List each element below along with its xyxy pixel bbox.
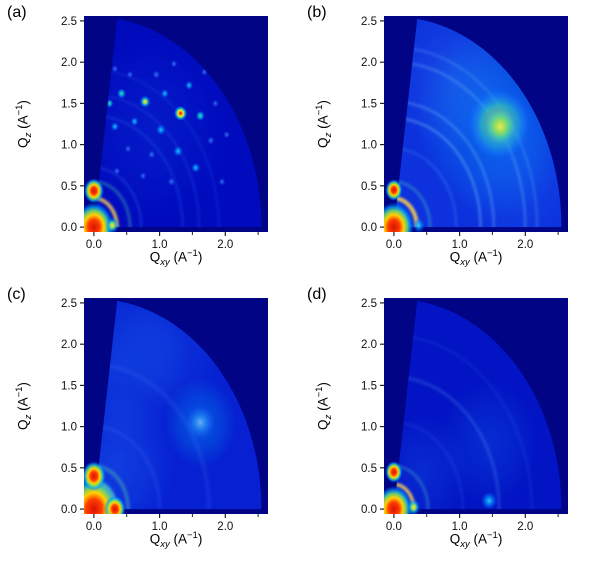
svg-text:2.0: 2.0 [217, 239, 233, 251]
x-axis-unit-close: ) [197, 531, 203, 547]
heatmap-plot-a: 0.0 1.0 2.0 0.0 0.5 1.0 1.5 2.0 2.5 [61, 16, 268, 251]
y-axis-unit: (A [15, 115, 31, 129]
y-axis-symbol: Q [315, 137, 331, 148]
svg-text:1.0: 1.0 [152, 239, 168, 251]
svg-text:1.0: 1.0 [361, 140, 377, 152]
svg-text:2.0: 2.0 [361, 57, 377, 69]
panel-label-b: (b) [307, 4, 327, 21]
x-axis-symbol: Q [149, 531, 161, 547]
x-axis-symbol: Q [449, 531, 461, 547]
y-axis-label-a: Qz (A−1) [14, 100, 34, 148]
svg-text:2.5: 2.5 [61, 298, 77, 310]
x-axis-unit-exponent: −1 [486, 248, 498, 259]
svg-text:2.0: 2.0 [517, 521, 533, 533]
svg-text:0.5: 0.5 [361, 463, 377, 475]
x-axis-subscript: xy [460, 257, 470, 269]
heatmap-plot-c: 0.0 1.0 2.0 0.0 0.5 1.0 1.5 2.0 2.5 [61, 298, 268, 533]
y-axis-label-b: Qz (A−1) [314, 100, 334, 148]
y-axis-unit-close: ) [15, 382, 31, 387]
panel-a: 0.0 1.0 2.0 0.0 0.5 1.0 1.5 2.0 2.5 (a) Qz (A−1)… [0, 0, 300, 282]
svg-text:0.5: 0.5 [361, 181, 377, 193]
svg-text:1.0: 1.0 [61, 140, 77, 152]
heatmap-plot-d: 0.0 1.0 2.0 0.0 0.5 1.0 1.5 2.0 2.5 [361, 298, 568, 533]
svg-text:0.0: 0.0 [86, 521, 102, 533]
heatmap-plot-b: 0.0 1.0 2.0 0.0 0.5 1.0 1.5 2.0 2.5 [361, 16, 568, 251]
panel-b: 0.0 1.0 2.0 0.0 0.5 1.0 1.5 2.0 2.5 (b) Qz (A−1)… [300, 0, 600, 282]
x-axis-label-d: Qxy (A−1) [450, 530, 503, 550]
svg-text:1.5: 1.5 [361, 98, 377, 110]
y-axis-label-d: Qz (A−1) [314, 382, 334, 430]
y-axis-unit-close: ) [315, 100, 331, 105]
x-axis-unit: (A [473, 531, 487, 547]
x-axis-subscript: xy [460, 539, 470, 551]
x-axis-unit-exponent: −1 [186, 530, 198, 541]
x-axis-label-c: Qxy (A−1) [150, 530, 203, 550]
svg-text:2.0: 2.0 [61, 57, 77, 69]
y-axis-subscript: z [23, 132, 35, 138]
y-axis-unit-exponent: −1 [13, 104, 25, 116]
y-axis-label-c: Qz (A−1) [14, 382, 34, 430]
svg-text:0.0: 0.0 [361, 504, 377, 516]
svg-text:2.0: 2.0 [61, 339, 77, 351]
x-axis-unit-close: ) [497, 249, 503, 265]
svg-text:0.0: 0.0 [361, 222, 377, 234]
svg-text:2.0: 2.0 [361, 339, 377, 351]
y-axis-unit-exponent: −1 [13, 386, 25, 398]
panel-label-a: (a) [7, 4, 27, 21]
svg-text:0.5: 0.5 [61, 463, 77, 475]
y-axis-unit-exponent: −1 [313, 104, 325, 116]
y-axis-symbol: Q [15, 137, 31, 148]
svg-text:0.0: 0.0 [61, 222, 77, 234]
svg-text:0.0: 0.0 [86, 239, 102, 251]
svg-text:1.5: 1.5 [61, 380, 77, 392]
svg-text:0.5: 0.5 [61, 181, 77, 193]
svg-text:1.0: 1.0 [152, 521, 168, 533]
y-axis-subscript: z [323, 132, 335, 138]
y-axis-unit-close: ) [315, 382, 331, 387]
x-axis-unit-close: ) [197, 249, 203, 265]
svg-text:2.0: 2.0 [517, 239, 533, 251]
svg-text:1.0: 1.0 [61, 422, 77, 434]
x-axis-subscript: xy [160, 257, 170, 269]
x-axis-label-b: Qxy (A−1) [450, 248, 503, 268]
svg-text:2.5: 2.5 [61, 16, 77, 28]
panel-label-d: (d) [307, 286, 327, 303]
svg-text:2.5: 2.5 [361, 298, 377, 310]
svg-text:0.0: 0.0 [386, 239, 402, 251]
x-axis-unit: (A [173, 249, 187, 265]
x-axis-unit-exponent: −1 [186, 248, 198, 259]
svg-text:1.5: 1.5 [361, 380, 377, 392]
y-axis-unit-close: ) [15, 100, 31, 105]
svg-text:2.0: 2.0 [217, 521, 233, 533]
svg-text:0.0: 0.0 [386, 521, 402, 533]
x-axis-label-a: Qxy (A−1) [150, 248, 203, 268]
svg-text:2.5: 2.5 [361, 16, 377, 28]
svg-text:1.0: 1.0 [361, 422, 377, 434]
y-axis-symbol: Q [15, 419, 31, 430]
y-axis-symbol: Q [315, 419, 331, 430]
x-axis-symbol: Q [149, 249, 161, 265]
x-axis-unit-close: ) [497, 531, 503, 547]
x-axis-unit: (A [473, 249, 487, 265]
y-axis-subscript: z [323, 414, 335, 420]
panel-d: 0.0 1.0 2.0 0.0 0.5 1.0 1.5 2.0 2.5 (d) Qz (A−1)… [300, 282, 600, 563]
x-axis-symbol: Q [449, 249, 461, 265]
y-axis-unit-exponent: −1 [313, 386, 325, 398]
panel-label-c: (c) [7, 286, 26, 303]
panel-c: 0.0 1.0 2.0 0.0 0.5 1.0 1.5 2.0 2.5 (c) Qz (A−1)… [0, 282, 300, 563]
y-axis-unit: (A [315, 115, 331, 129]
svg-text:1.0: 1.0 [452, 521, 468, 533]
x-axis-subscript: xy [160, 539, 170, 551]
x-axis-unit-exponent: −1 [486, 530, 498, 541]
y-axis-unit: (A [15, 397, 31, 411]
svg-text:1.5: 1.5 [61, 98, 77, 110]
y-axis-subscript: z [23, 414, 35, 420]
svg-text:0.0: 0.0 [61, 504, 77, 516]
x-axis-unit: (A [173, 531, 187, 547]
y-axis-unit: (A [315, 397, 331, 411]
svg-text:1.0: 1.0 [452, 239, 468, 251]
